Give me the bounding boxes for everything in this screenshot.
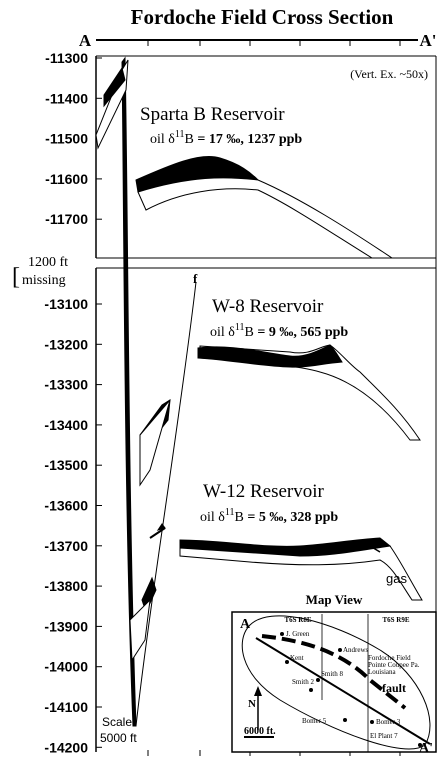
depth-label: -13900 [44,618,88,634]
well: J. Green [286,630,310,638]
depth-label: -11500 [45,131,88,147]
township: T6S R8E [284,616,311,624]
title: Fordoche Field Cross Section [131,5,394,29]
reservoir-oil: oil δ11B = 5 ‰, 328 ppb [200,507,338,525]
oil-values: = 9 ‰, 565 ppb [254,325,349,340]
depth-label: -14000 [44,659,88,675]
well: El Plant 7 [370,732,398,740]
well: Smith 8 [321,670,343,678]
depth-label: -13800 [44,578,88,594]
reservoir-name: W-12 Reservoir [203,481,325,502]
oil-values: = 17 ‰, 1237 ppb [194,132,303,147]
vertical-exaggeration: (Vert. Ex. ~50x) [350,67,428,81]
depth-label: -11300 [45,50,88,66]
oil-element: B [235,510,244,525]
oil-element: B [185,132,194,147]
map-end: A' [419,741,433,756]
oil-prefix: oil δ [200,510,225,525]
well: Smith 2 [292,678,314,686]
map-end: A [240,617,251,632]
cross-section: Fordoche Field Cross Section A A' (Vert.… [0,0,440,759]
depth-label: -13600 [44,498,88,514]
reservoir-oil: oil δ11B = 17 ‰, 1237 ppb [150,129,302,147]
well: Bomer 3 [376,718,401,726]
oil-prefix: oil δ [210,325,235,340]
depth-label: -13100 [44,296,88,312]
page: { "title": "Fordoche Field Cross Section… [0,0,440,759]
depth-label: -11400 [45,90,88,106]
depth-label: -13400 [44,417,88,433]
depth-label: -11600 [45,171,88,187]
oil-prefix: oil δ [150,132,175,147]
oil-superscript: 11 [175,129,185,140]
scale: Scale [102,715,132,729]
oil-superscript: 11 [235,322,245,333]
well: Bomer 5 [302,717,327,725]
missing-gap: missing [22,273,66,288]
gas-label: gas [386,571,407,586]
map-scale: 6000 ft. [244,726,276,737]
north: N [248,698,256,710]
depth-label: -14200 [44,739,88,755]
bracket: [ [12,264,20,290]
depth-label: -13700 [44,538,88,554]
scale: 5000 ft [100,731,137,745]
depth-label: -13300 [44,377,88,393]
reservoir-oil: oil δ11B = 9 ‰, 565 ppb [210,322,348,340]
reservoir-name: Sparta B Reservoir [140,104,285,125]
fault-label: f [193,271,198,286]
depth-label: -11700 [45,211,88,227]
oil-superscript: 11 [225,507,235,518]
section-end: A' [420,31,437,50]
well: Kent [290,654,304,662]
depth-label: -14100 [44,699,88,715]
section-start: A [79,31,92,50]
reservoir-name: W-8 Reservoir [212,296,324,317]
map-title: Map View [306,592,363,607]
depth-label: -13500 [44,457,88,473]
township: T6S R9E [382,616,409,624]
location: Louisiana [368,668,396,676]
oil-element: B [245,325,254,340]
well: Andrews [343,646,369,654]
oil-values: = 5 ‰, 328 ppb [244,510,339,525]
fault: fault [382,681,406,695]
depth-label: -13200 [44,336,88,352]
depth-axis: -11300 -11400 -11500 -11600 -11700 -13100 -132… [44,50,102,755]
missing-gap: 1200 ft [28,255,68,270]
